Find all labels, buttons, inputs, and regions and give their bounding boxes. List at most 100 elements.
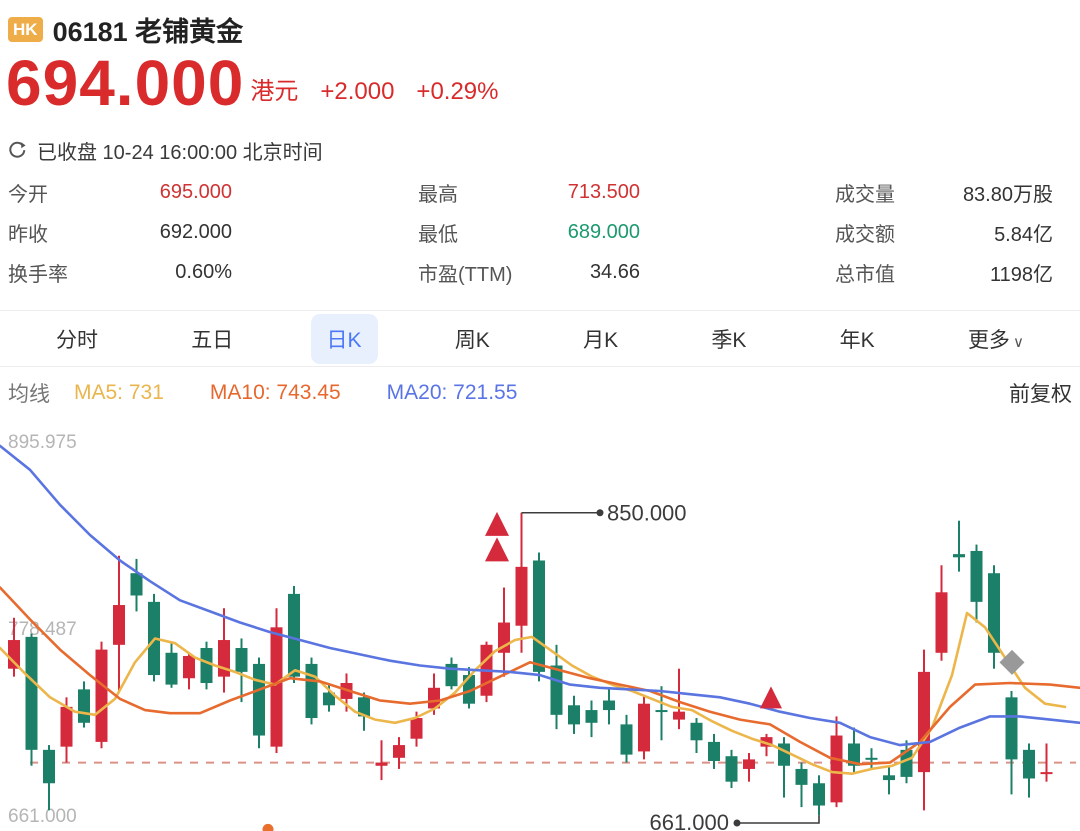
tab-daily-k[interactable]: 日K	[311, 314, 378, 364]
candle-body	[183, 656, 195, 678]
page-title: 06181 老铺黄金	[53, 10, 244, 49]
candle-body	[551, 666, 563, 715]
candle-body	[253, 664, 265, 736]
candle-body	[218, 640, 230, 677]
tab-five-day[interactable]: 五日	[175, 314, 249, 364]
candle-body	[691, 723, 703, 741]
stat-label: 总市值	[835, 258, 895, 287]
stat-row-turnover-rate: 换手率 0.60%	[8, 252, 232, 292]
stat-value: 713.500	[568, 181, 640, 204]
candle-body	[26, 637, 38, 750]
tab-more[interactable]: 更多∨	[952, 314, 1040, 364]
candle-body	[131, 573, 143, 595]
stat-label: 换手率	[8, 258, 68, 287]
candle-body	[43, 750, 55, 783]
stat-value: 5.84亿	[994, 218, 1053, 247]
stat-row-low: 最低 689.000	[418, 212, 640, 252]
divider	[0, 310, 1080, 311]
chevron-down-icon: ∨	[1013, 334, 1024, 351]
candle-body	[1006, 697, 1018, 759]
stats-col-3: 成交量 83.80万股 成交额 5.84亿 总市值 1198亿	[835, 172, 1053, 292]
candle-body	[883, 775, 895, 780]
candle-body	[1041, 772, 1053, 774]
tab-weekly-k[interactable]: 周K	[439, 314, 506, 364]
currency-label: 港元	[250, 71, 298, 106]
low-annotation-leader	[737, 815, 819, 823]
dot-marker[interactable]	[263, 824, 274, 831]
stat-row-prev-close: 昨收 692.000	[8, 212, 232, 252]
stat-value: 0.60%	[175, 261, 232, 284]
stat-row-volume: 成交量 83.80万股	[835, 172, 1053, 212]
triangle-up-marker[interactable]	[760, 686, 782, 708]
stat-label: 最低	[418, 218, 458, 247]
y-axis-label: 661.000	[8, 806, 77, 827]
stats-col-1: 今开 695.000 昨收 692.000 换手率 0.60%	[8, 172, 232, 292]
y-axis-label: 895.975	[8, 432, 77, 453]
stat-row-high: 最高 713.500	[418, 172, 640, 212]
candle-body	[1023, 750, 1035, 779]
candle-body	[656, 710, 668, 712]
candle-body	[236, 648, 248, 672]
stats-grid: 今开 695.000 昨收 692.000 换手率 0.60% 最高 713.5…	[0, 172, 1080, 292]
candle-body	[78, 689, 90, 722]
high-annotation-dot	[597, 509, 604, 516]
candle-body	[673, 712, 685, 720]
tab-minute[interactable]: 分时	[40, 314, 114, 364]
candle-body	[726, 756, 738, 781]
y-axis-label: 778.487	[8, 619, 77, 640]
candle-body	[516, 567, 528, 626]
candle-body	[533, 560, 545, 671]
stat-row-pe: 市盈(TTM) 34.66	[418, 252, 640, 292]
status-text: 已收盘 10-24 16:00:00 北京时间	[37, 136, 323, 165]
candle-body	[971, 551, 983, 602]
candle-body	[621, 724, 633, 754]
market-status: 已收盘 10-24 16:00:00 北京时间	[8, 136, 323, 165]
current-price: 694.000	[6, 48, 244, 118]
low-annotation-label: 661.000	[649, 810, 729, 831]
stat-value: 34.66	[590, 261, 640, 284]
tab-quarterly-k[interactable]: 季K	[695, 314, 762, 364]
tab-more-label: 更多	[968, 329, 1010, 352]
price-change-percent: +0.29%	[416, 78, 498, 106]
candle-body	[288, 594, 300, 677]
candle-body	[778, 743, 790, 765]
triangle-up-marker[interactable]	[485, 537, 509, 561]
candle-body	[201, 648, 213, 683]
period-tabs: 分时 五日 日K 周K 月K 季K 年K 更多∨	[0, 314, 1080, 364]
candle-body	[638, 704, 650, 752]
stat-value: 83.80万股	[963, 178, 1053, 207]
candle-body	[603, 701, 615, 711]
ma-legend: 均线 MA5: 731 MA10: 743.45 MA20: 721.55 前复…	[8, 378, 1072, 408]
candle-body	[411, 718, 423, 739]
stat-value: 695.000	[160, 181, 232, 204]
candle-body	[743, 759, 755, 769]
candle-body	[813, 783, 825, 805]
price-section: 694.000 港元 +2.000 +0.29%	[6, 48, 499, 118]
stock-header: HK 06181 老铺黄金	[8, 10, 243, 49]
candlestick-chart[interactable]: 895.975 778.487 661.000 850.000 661.000	[0, 420, 1080, 831]
candle-body	[306, 664, 318, 718]
divider	[0, 366, 1080, 367]
candle-body	[271, 627, 283, 746]
tab-monthly-k[interactable]: 月K	[567, 314, 634, 364]
ma20-legend: MA20: 721.55	[387, 381, 518, 405]
candle-body	[166, 653, 178, 685]
candle-body	[376, 763, 388, 766]
triangle-up-marker[interactable]	[485, 512, 509, 536]
stat-value: 689.000	[568, 221, 640, 244]
low-annotation-dot	[734, 820, 741, 827]
refresh-icon[interactable]	[8, 141, 27, 160]
candle-body	[796, 769, 808, 785]
candle-body	[568, 705, 580, 724]
stat-label: 今开	[8, 178, 48, 207]
ma-legend-title: 均线	[8, 378, 50, 408]
stat-value: 1198亿	[990, 258, 1053, 287]
candle-body	[953, 554, 965, 557]
candle-body	[113, 605, 125, 645]
adjust-mode-toggle[interactable]: 前复权	[1009, 378, 1072, 408]
candle-body	[586, 710, 598, 723]
high-annotation-label: 850.000	[607, 501, 687, 526]
candle-body	[96, 650, 108, 742]
tab-yearly-k[interactable]: 年K	[824, 314, 891, 364]
candle-body	[936, 592, 948, 652]
